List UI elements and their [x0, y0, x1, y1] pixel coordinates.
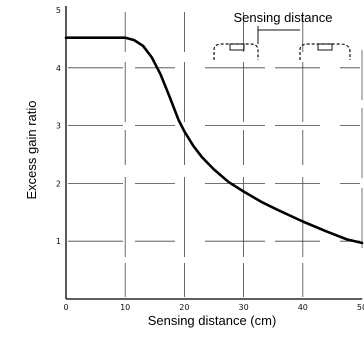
y-tick-label: 1: [56, 237, 61, 246]
inset-sensor-left-head: [229, 43, 245, 51]
series-line: [64, 36, 364, 245]
y-axis-label: Excess gain ratio: [24, 101, 39, 200]
inset-sensor-right-head: [317, 43, 333, 51]
y-tick-label: 2: [56, 179, 61, 188]
x-tick-label: 30: [239, 303, 249, 312]
tick-labels: 0 10 20 30 40 50 1 2 3 4 5: [56, 6, 364, 312]
y-tick-label: 4: [56, 64, 61, 73]
sensing-distance-inset: [213, 26, 351, 60]
x-tick-label: 0: [63, 303, 68, 312]
plot-frame: [65, 6, 363, 300]
x-tick-label: 40: [298, 303, 308, 312]
x-axis-label: Sensing distance (cm): [148, 313, 277, 328]
y-tick-label: 5: [56, 6, 61, 15]
x-tick-label: 50: [357, 303, 364, 312]
x-tick-label: 20: [179, 303, 189, 312]
y-tick-label: 3: [56, 122, 61, 131]
curve-layer: [64, 36, 364, 245]
inset-label: Sensing distance: [233, 10, 332, 25]
inset-sensor-left: [213, 43, 259, 60]
grid-lines: [68, 12, 360, 297]
inset-sensor-right: [299, 43, 351, 60]
x-tick-label: 10: [120, 303, 130, 312]
